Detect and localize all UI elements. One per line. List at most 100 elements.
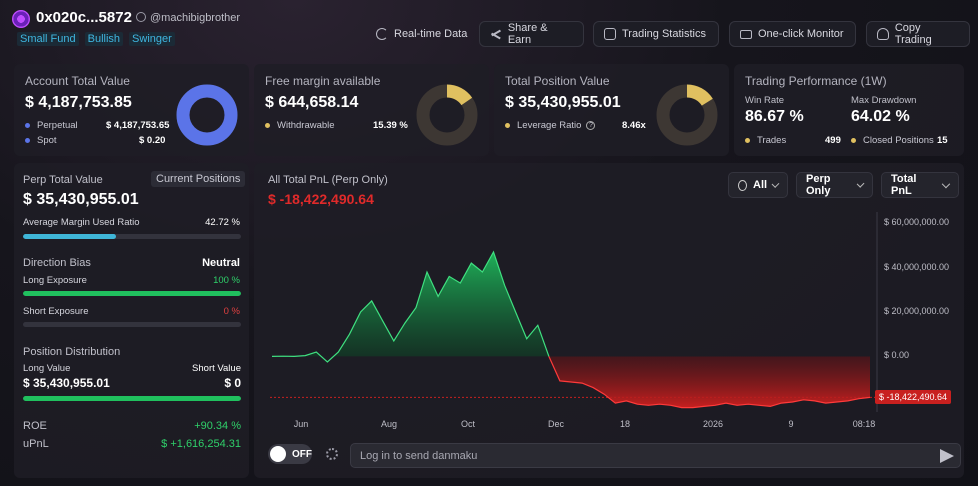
roe-value: +90.34 % (194, 420, 241, 432)
free-margin-title: Free margin available (265, 74, 381, 88)
perp-total-value: $ 35,430,955.01 (23, 191, 139, 208)
upnl-label: uPnL (23, 438, 49, 450)
max-drawdown-label: Max Drawdown (851, 95, 917, 106)
trader-tags: Small Fund Bullish Swinger (17, 32, 175, 46)
trades-row: Trades (745, 135, 786, 146)
real-time-data-label: Real-time Data (394, 28, 468, 40)
negative-area-fill (548, 356, 870, 408)
wallet-address[interactable]: 0x020c...5872 (36, 9, 132, 26)
trades-label: Trades (757, 135, 787, 146)
perp-total-value-title: Perp Total Value (23, 174, 103, 186)
danmaku-toggle[interactable]: OFF (268, 444, 312, 464)
user-handle[interactable]: @machibigbrother (136, 12, 240, 24)
margin-ratio-label: Average Margin Used Ratio (23, 217, 140, 228)
total-position-value: $ 35,430,955.01 (505, 94, 621, 111)
trades-dot (745, 138, 750, 143)
avatar (12, 10, 30, 28)
x-tick-label: Oct (460, 419, 476, 429)
y-tick-label: $ 0.00 (884, 350, 910, 361)
short-exposure-value: 0 % (223, 306, 240, 317)
pnl-series-line (271, 250, 871, 409)
long-exposure-label: Long Exposure (23, 275, 87, 286)
leverage-dot (505, 123, 510, 128)
send-icon[interactable] (940, 449, 954, 463)
profile-header: 0x020c...5872 @machibigbrother Small Fun… (0, 0, 978, 60)
market-type-select[interactable]: Perp Only (796, 172, 873, 198)
y-tick-label: $ 20,000,000.00 (884, 306, 950, 316)
short-exposure-bar (23, 322, 241, 327)
copy-trading-button[interactable]: Copy Trading (866, 21, 970, 47)
margin-donut-arc (416, 84, 478, 146)
long-exposure-value: 100 % (213, 275, 240, 286)
current-positions-chip[interactable]: Current Positions (151, 171, 246, 187)
pnl-metric-value: Total PnL (891, 173, 917, 197)
perpetual-value: $ 4,187,753.65 (106, 120, 170, 131)
one-click-monitor-button[interactable]: One-click Monitor (729, 21, 856, 47)
one-click-monitor-label: One-click Monitor (758, 28, 844, 40)
short-value-label: Short Value (192, 363, 241, 374)
account-donut-arc (176, 84, 238, 146)
positive-area (272, 252, 549, 357)
account-total-value-title: Account Total Value (25, 74, 130, 88)
pnl-metric-select[interactable]: Total PnL (881, 172, 959, 198)
perp-summary-panel (14, 163, 249, 478)
current-pnl-label: $ -18,422,490.64 (875, 390, 952, 405)
market-type-value: Perp Only (806, 173, 831, 197)
spot-label: Spot (37, 135, 57, 146)
position-distribution-bar (23, 396, 241, 401)
long-exposure-fill (23, 291, 241, 296)
withdrawable-dot (265, 123, 270, 128)
time-range-value: All (753, 179, 768, 191)
position-donut-arc (656, 84, 718, 146)
trades-value: 499 (825, 135, 841, 146)
max-drawdown-value: 64.02 % (851, 108, 910, 125)
closed-positions-row: Closed Positions (851, 135, 934, 146)
copy-trading-label: Copy Trading (894, 22, 932, 46)
time-range-select[interactable]: All (728, 172, 788, 198)
share-earn-button[interactable]: Share & Earn (479, 21, 584, 47)
account-donut-chart (176, 84, 238, 146)
direction-bias-label: Direction Bias (23, 257, 91, 269)
spot-dot (25, 138, 30, 143)
long-value: $ 35,430,955.01 (23, 376, 110, 390)
trading-statistics-button[interactable]: Trading Statistics (593, 21, 719, 47)
margin-ratio-fill (23, 234, 117, 239)
leverage-row: Leverage Ratio? (505, 120, 596, 131)
withdrawable-label: Withdrawable (277, 120, 335, 131)
position-distribution-fill (23, 396, 241, 401)
short-value: $ 0 (224, 376, 241, 390)
account-total-value-card: Account Total Value $ 4,187,753.85 Perpe… (14, 64, 249, 156)
gear-icon[interactable] (326, 448, 338, 460)
spot-row: Spot (25, 135, 57, 146)
perpetual-row: Perpetual (25, 120, 78, 131)
toggle-label: OFF (292, 448, 312, 460)
trading-performance-title: Trading Performance (1W) (745, 74, 887, 88)
tag-small-fund: Small Fund (17, 32, 79, 46)
x-tick-label: 08:18 (852, 419, 876, 429)
danmaku-input[interactable] (350, 443, 961, 468)
short-exposure-label: Short Exposure (23, 306, 89, 317)
perpetual-dot (25, 123, 30, 128)
long-value-label: Long Value (23, 363, 71, 374)
help-icon[interactable]: ? (586, 121, 596, 130)
x-tick-label: Dec (547, 419, 565, 429)
negative-series-line (548, 356, 871, 409)
closed-positions-value: 15 (937, 135, 948, 146)
refresh-icon (376, 28, 388, 40)
x-tick-label: 2026 (702, 419, 724, 429)
free-margin-card: Free margin available $ 644,658.14 Withd… (254, 64, 489, 156)
y-tick-label: $ 60,000,000.00 (884, 217, 950, 228)
toggle-knob (270, 446, 286, 462)
at-icon (136, 12, 146, 22)
position-distribution-label: Position Distribution (23, 346, 121, 358)
pnl-chart-title: All Total PnL (Perp Only) (268, 174, 388, 186)
positive-area-fill (272, 252, 549, 357)
real-time-data-button[interactable]: Real-time Data (366, 21, 477, 47)
x-tick-label: Aug (380, 419, 398, 429)
copy-trading-icon (877, 28, 889, 40)
perpetual-label: Perpetual (37, 120, 78, 131)
margin-donut-chart (416, 84, 478, 146)
closed-positions-label: Closed Positions (863, 135, 934, 146)
margin-ratio-value: 42.72 % (205, 217, 240, 228)
